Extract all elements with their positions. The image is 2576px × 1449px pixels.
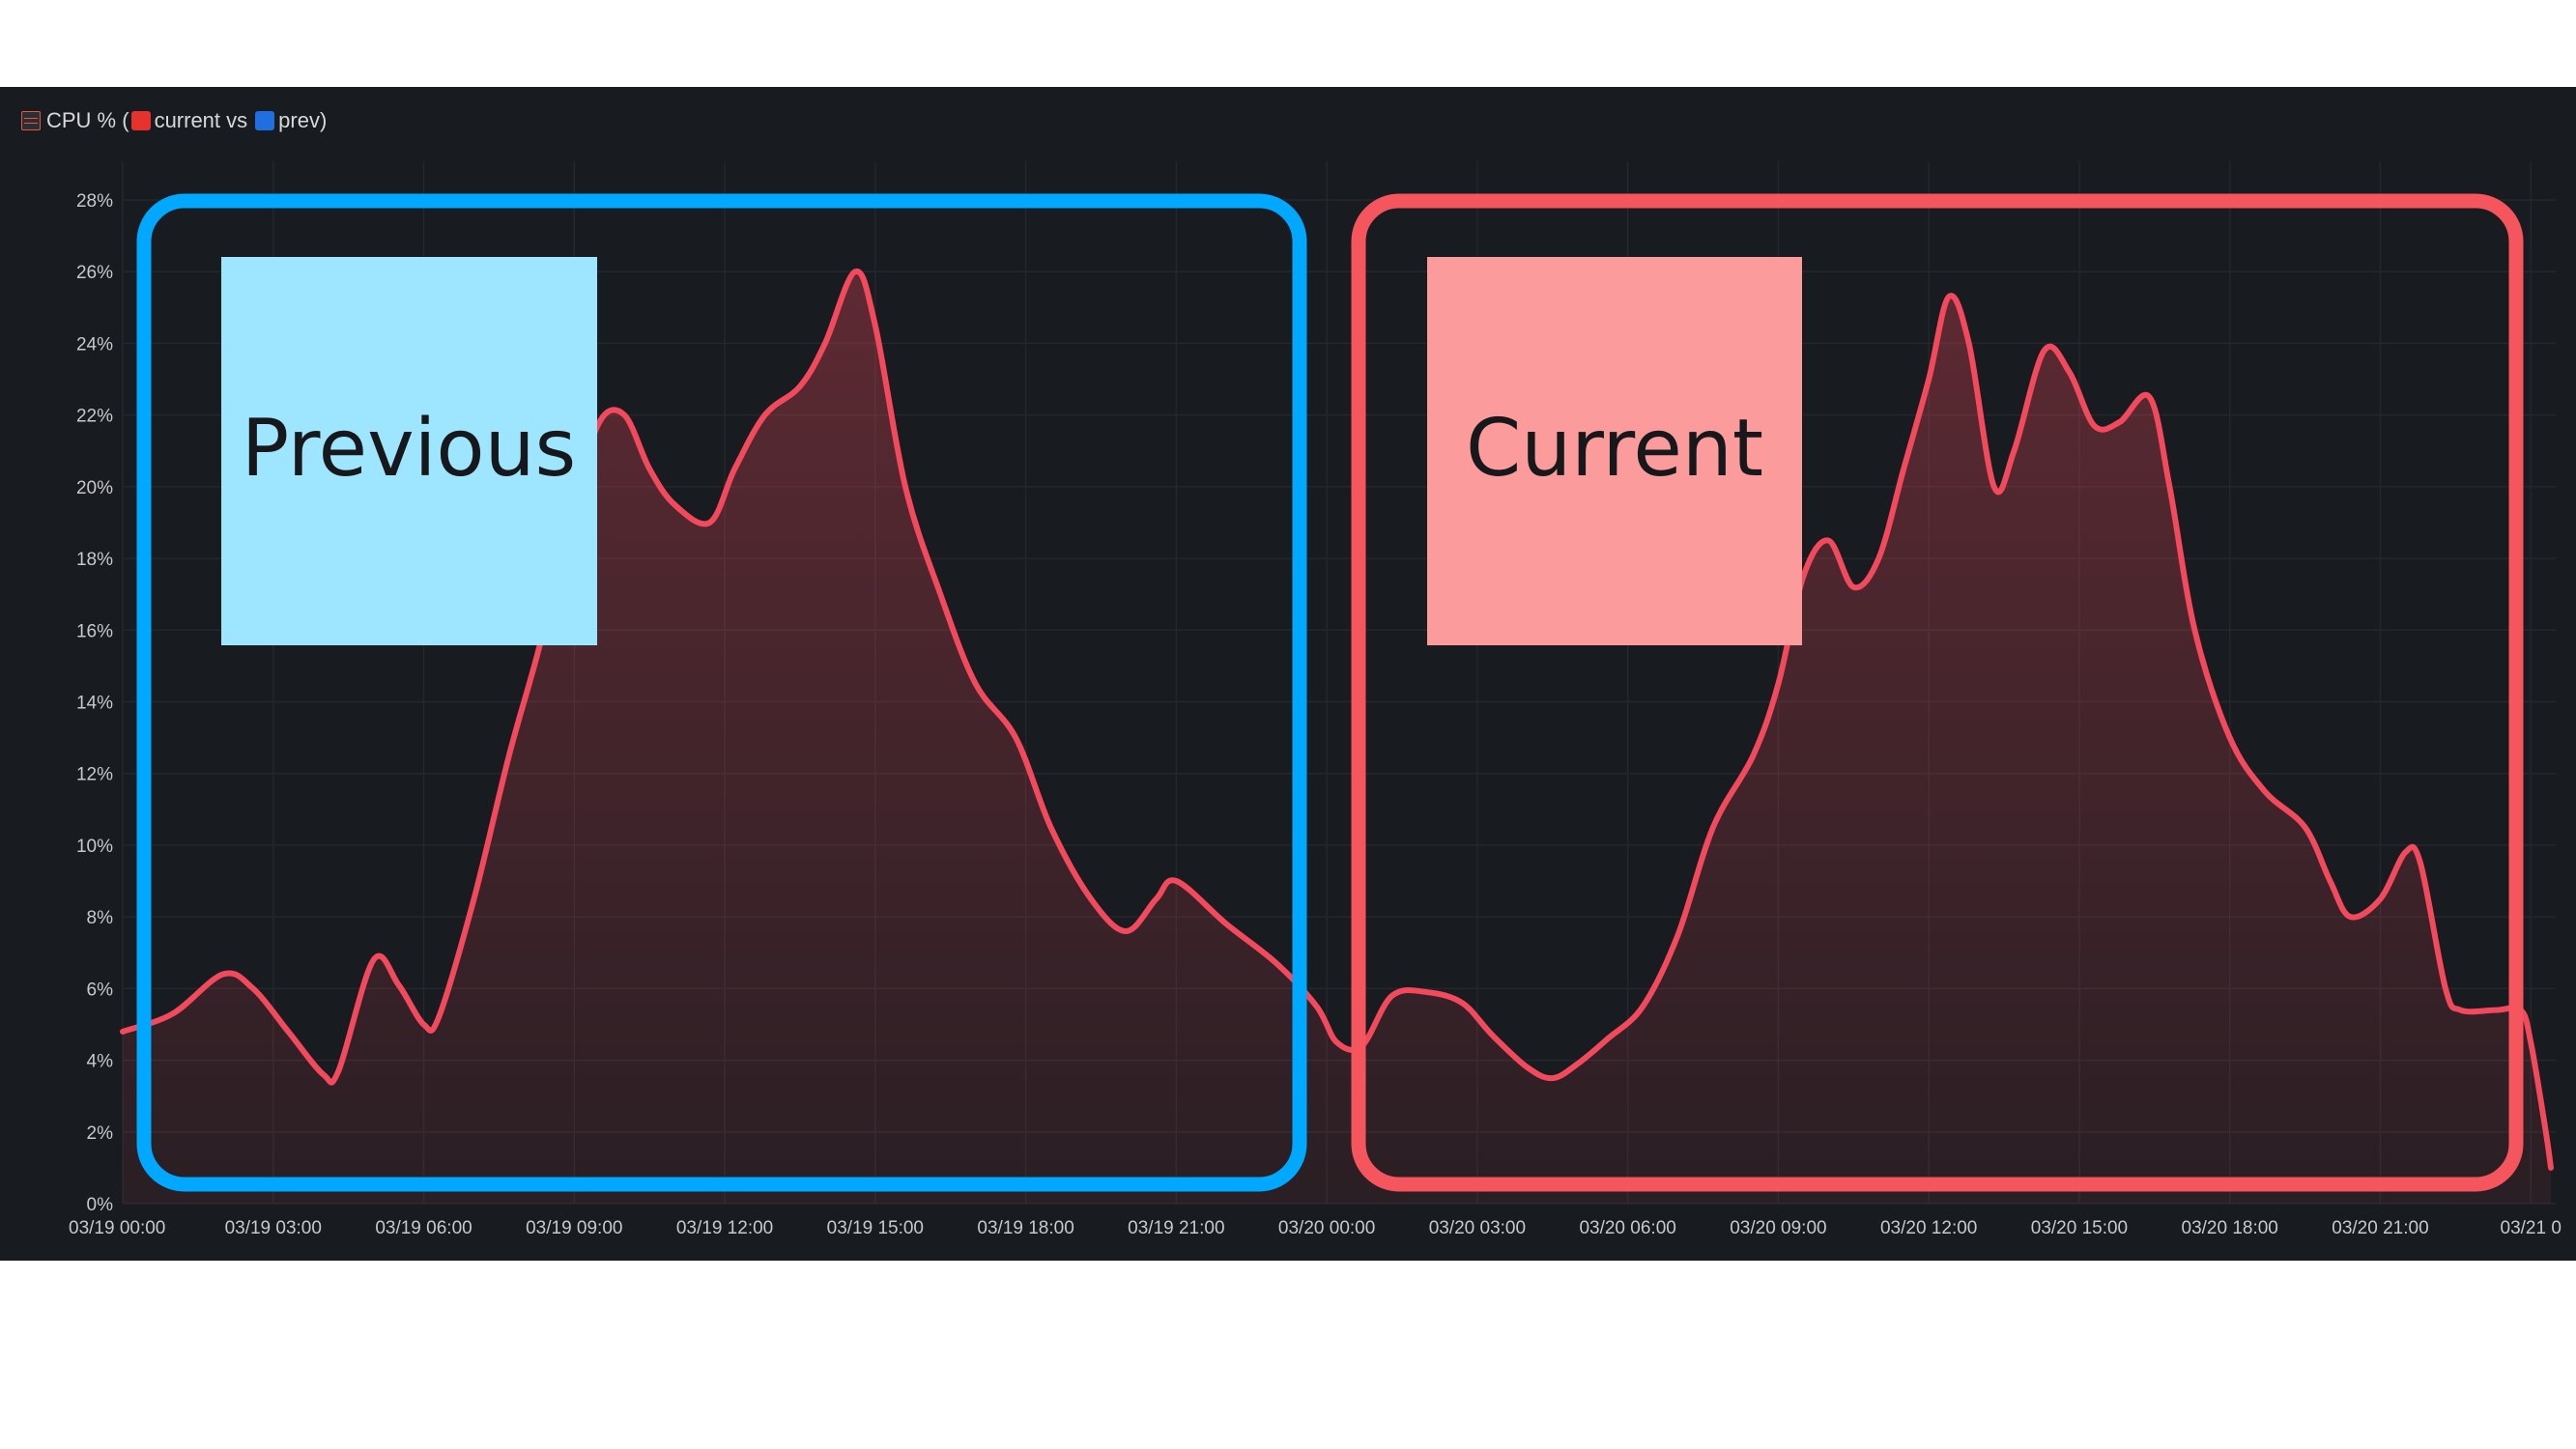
blue-square-icon xyxy=(255,111,275,130)
x-tick-label: 03/19 18:00 xyxy=(977,1218,1073,1238)
y-tick-label: 20% xyxy=(76,478,113,498)
x-tick-label: 03/19 21:00 xyxy=(1128,1218,1224,1238)
current-label: Current xyxy=(1466,403,1763,495)
current-label-box xyxy=(1427,257,1802,645)
y-tick-label: 8% xyxy=(87,908,114,928)
x-tick-label: 03/20 09:00 xyxy=(1730,1218,1826,1238)
y-tick-label: 26% xyxy=(76,263,113,283)
x-tick-label: 03/19 09:00 xyxy=(526,1218,622,1238)
x-tick-label: 03/19 06:00 xyxy=(375,1218,472,1238)
previous-box xyxy=(136,193,1307,1192)
panel-title-prev: prev) xyxy=(278,108,328,132)
panel-title-prefix: CPU % ( xyxy=(46,108,129,132)
y-tick-label: 24% xyxy=(76,334,113,355)
x-tick-label: 03/21 0 xyxy=(2501,1218,2562,1238)
x-tick-label: 03/20 15:00 xyxy=(2031,1218,2128,1238)
y-tick-label: 2% xyxy=(87,1123,114,1144)
y-tick-label: 10% xyxy=(76,837,113,857)
y-tick-label: 6% xyxy=(87,980,114,1000)
x-tick-label: 03/20 06:00 xyxy=(1579,1218,1675,1238)
x-tick-label: 03/20 21:00 xyxy=(2332,1218,2428,1238)
y-tick-label: 0% xyxy=(87,1195,114,1215)
y-tick-label: 18% xyxy=(76,550,113,570)
current-box xyxy=(1351,193,2524,1192)
x-tick-label: 03/19 03:00 xyxy=(225,1218,322,1238)
series-area xyxy=(123,270,2551,1204)
x-tick-label: 03/20 18:00 xyxy=(2182,1218,2278,1238)
red-square-icon xyxy=(130,111,151,130)
y-tick-label: 16% xyxy=(76,621,113,641)
y-tick-label: 12% xyxy=(76,765,113,785)
cpu-area-chart: 0% 2% 4% 6% 8% 10% 12% 14% 16% 18% 20% 22% 24% 26% 28%… xyxy=(69,161,2562,1238)
x-tick-label: 03/20 00:00 xyxy=(1278,1218,1375,1238)
y-tick-label: 4% xyxy=(87,1052,114,1072)
y-tick-label: 28% xyxy=(76,191,113,212)
x-axis: 03/19 00:00 03/19 03:00 03/19 06:00 03/19 0… xyxy=(69,1218,2562,1238)
x-tick-label: 03/19 12:00 xyxy=(676,1218,773,1238)
y-axis: 0% 2% 4% 6% 8% 10% 12% 14% 16% 18% 20% 22% 24% 26% 28% xyxy=(76,191,113,1215)
panel-title-current: current vs xyxy=(154,108,248,132)
y-tick-label: 22% xyxy=(76,407,113,427)
previous-label: Previous xyxy=(242,403,577,495)
table-icon xyxy=(21,111,41,130)
chart-panel: CPU % ( current vs prev) 0% 2% 4% 6% 8% 10% 12… xyxy=(0,87,2576,1261)
y-tick-label: 14% xyxy=(76,694,113,714)
x-tick-label: 03/20 12:00 xyxy=(1880,1218,1977,1238)
x-tick-label: 03/19 00:00 xyxy=(69,1218,165,1238)
previous-label-box xyxy=(221,257,597,645)
x-tick-label: 03/20 03:00 xyxy=(1429,1218,1526,1238)
panel-title[interactable]: CPU % ( current vs prev) xyxy=(21,104,327,137)
x-tick-label: 03/19 15:00 xyxy=(827,1218,924,1238)
